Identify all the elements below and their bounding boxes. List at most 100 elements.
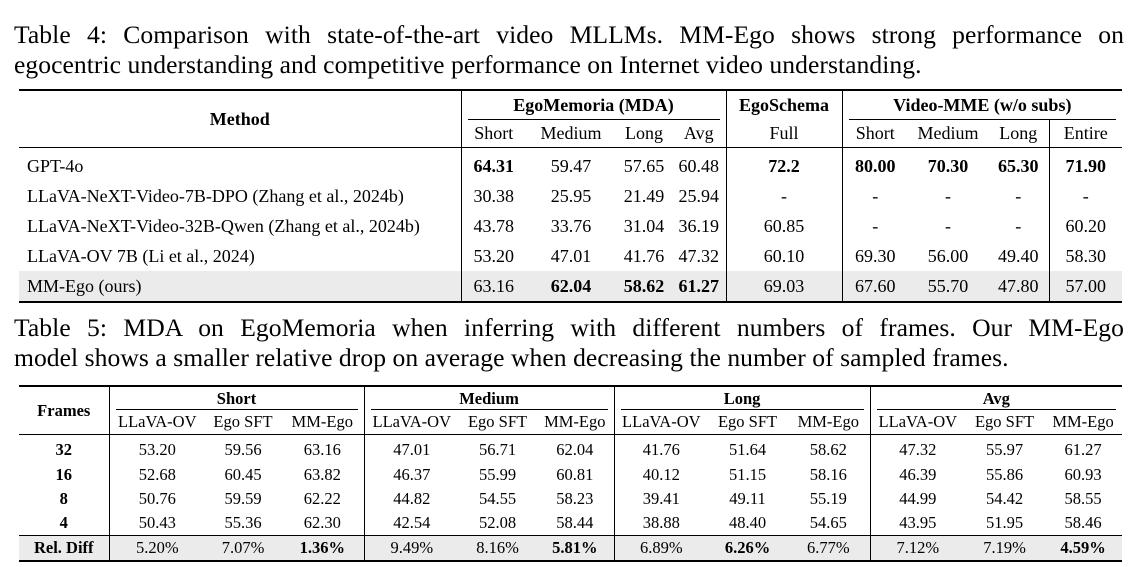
table4-value-cell: 69.03 [726,271,843,303]
table4: Method EgoMemoria (MDA) EgoSchema Video-… [19,89,1123,303]
table5-value-cell: 50.43 [138,513,176,532]
table5-value-cell: 58.62 [787,434,871,463]
table5-rel-diff-cell: 7.12% [870,535,966,562]
table5-value-cell: 53.20 [109,434,205,463]
table4-method-header: Method [19,89,462,148]
table5-value-cell: 48.40 [728,513,767,532]
table5-value-cell: 61.27 [1044,434,1123,463]
table4-value-cell: 60.85 [726,211,843,241]
table5-subcol: LLaVA-OV [372,412,452,431]
table5-rel-diff-cell: 7.07% [205,535,281,562]
table4-value-cell: - [988,181,1050,211]
table5-rel-diff-label: Rel. Diff [19,535,110,562]
table5-value-cell: 41.76 [614,434,709,463]
table4-subcol: Full [726,120,843,148]
table4-row: LLaVA-NeXT-Video-7B-DPO (Zhang et al., 2… [19,181,1122,211]
table4-value-cell: 57.00 [1049,271,1123,303]
table5-value-cell: 55.36 [224,513,262,532]
table4-value-cell: 57.65 [616,147,672,181]
table5: Frames Short Medium Long Avg LLaVA-OV Ego… [19,385,1123,562]
table4-value-cell: 65.30 [988,147,1050,181]
table5-rel-diff-row: Rel. Diff 5.20% 7.07% 1.36% 9.49% 8.16% 5.81% 6… [19,535,1123,562]
table4-group-egomemoria: EgoMemoria (MDA) [461,89,727,121]
table5-header-row-1: Frames Short Medium Long Avg [19,385,1123,435]
table4-value-cell: 53.20 [473,245,515,266]
table4-method-cell: GPT-4o [19,147,462,181]
table5-subcol: Ego SFT [974,412,1035,431]
table5-rel-diff-cell: 6.26% [708,535,788,562]
table4-row: LLaVA-OV 7B (Li et al., 2024) 53.20 47.01 4… [19,241,1122,271]
table4-value-cell: 47.80 [988,271,1050,303]
table4-value-cell: 58.62 [616,271,672,303]
table5-subcol: MM-Ego [1052,412,1114,431]
table4-value-cell: 63.16 [461,271,526,303]
table4-subcol: Avg [672,120,727,148]
table4-subcol: Short [855,123,895,143]
table4-header-row-2: Short Medium Long Avg Full Short Medium … [19,120,1122,148]
table4-value-cell: 61.27 [672,271,727,303]
table4-value-cell: 62.04 [526,271,616,303]
table5-frames-cell: 4 [19,511,110,536]
table5-subcol: MM-Ego [536,410,615,435]
table5-subcol: LLaVA-OV [878,412,958,431]
table5-value-cell: 60.93 [1064,465,1102,484]
table5-caption-line1: Table 5: MDA on EgoMemoria when inferrin… [14,313,1124,342]
table5-subcol: MM-Ego [281,410,365,435]
table4-value-cell: 58.30 [1065,245,1107,266]
table5-value-cell: 55.19 [787,487,871,511]
table5-value-cell: 55.99 [478,465,517,484]
table4-subcol: Short [474,123,514,143]
table4-value-cell: 43.78 [473,215,515,236]
table4-group-videomme: Video-MME (w/o subs) [842,89,1123,121]
table5-value-cell: 44.82 [393,489,431,508]
table4-value-cell: 41.76 [623,245,665,266]
table5-rel-diff-cell: 5.81% [536,535,615,562]
table5-value-cell: 47.32 [870,434,966,463]
table5-value-cell: 51.64 [708,434,788,463]
table5-value-cell: 60.45 [224,465,262,484]
table5-value-cell: 52.68 [138,465,176,484]
table4-value-cell: 47.01 [550,245,592,266]
table5-rel-diff-cell: 7.19% [965,535,1045,562]
table4-value-cell: - [726,181,843,211]
table4-row: LLaVA-NeXT-Video-32B-Qwen (Zhang et al.,… [19,211,1122,241]
table5-subcol: Ego SFT [717,412,778,431]
table4-caption-line2: egocentric understanding and competitive… [14,50,922,79]
table5-value-cell: 62.22 [281,487,365,511]
table5-value-cell: 44.99 [899,489,937,508]
table4-value-cell: 64.31 [461,147,526,181]
table4-caption-line1: Table 4: Comparison with state-of-the-ar… [14,20,1124,49]
table4-row: GPT-4o 64.31 59.47 57.65 60.48 72.2 80.00 70.30… [19,147,1123,181]
table4-value-cell: 60.48 [672,147,727,181]
table5-rel-diff-cell: 1.36% [281,535,365,562]
table5-value-cell: 54.65 [787,511,871,536]
table5-frames-cell: 8 [19,487,110,511]
table4-value-cell: - [945,185,952,206]
table5-value-cell: 55.97 [965,434,1045,463]
table5-value-cell: 62.30 [281,511,365,536]
table5-value-cell: 55.86 [985,465,1024,484]
table5-group-short: Short [109,385,365,411]
table5-header-row-2: LLaVA-OV Ego SFT MM-Ego LLaVA-OV Ego SFT MM-E… [19,410,1122,435]
table4-value-cell: 21.49 [623,185,665,206]
table4-value-cell: 25.94 [672,181,727,211]
table5-caption-line2: model shows a smaller relative drop on a… [14,343,1009,372]
table5-row: 16 52.68 60.45 63.82 46.37 55.99 60.81 40.12 51.… [19,463,1122,487]
table4-value-cell: 80.00 [842,147,909,181]
table5-value-cell: 54.55 [478,489,517,508]
table5-value-cell: 42.54 [393,513,431,532]
table5-value-cell: 38.88 [642,513,680,532]
table5-value-cell: 58.55 [1064,489,1102,508]
table5-group-long: Long [614,385,871,411]
table5-value-cell: 58.23 [536,487,615,511]
table4-value-cell: 70.30 [908,147,989,181]
table4-value-cell: 59.47 [526,147,616,181]
table5-rel-diff-cell: 9.49% [364,535,460,562]
table5-value-cell: 59.59 [224,489,262,508]
table4-value-cell: 49.40 [988,241,1050,271]
table5-rel-diff-cell: 5.20% [109,535,205,562]
table4-value-cell: 55.70 [908,271,989,303]
table4-subcol: Medium [540,123,602,143]
table4-subcol: Long [988,120,1050,148]
table5-frames-cell: 32 [19,434,110,463]
